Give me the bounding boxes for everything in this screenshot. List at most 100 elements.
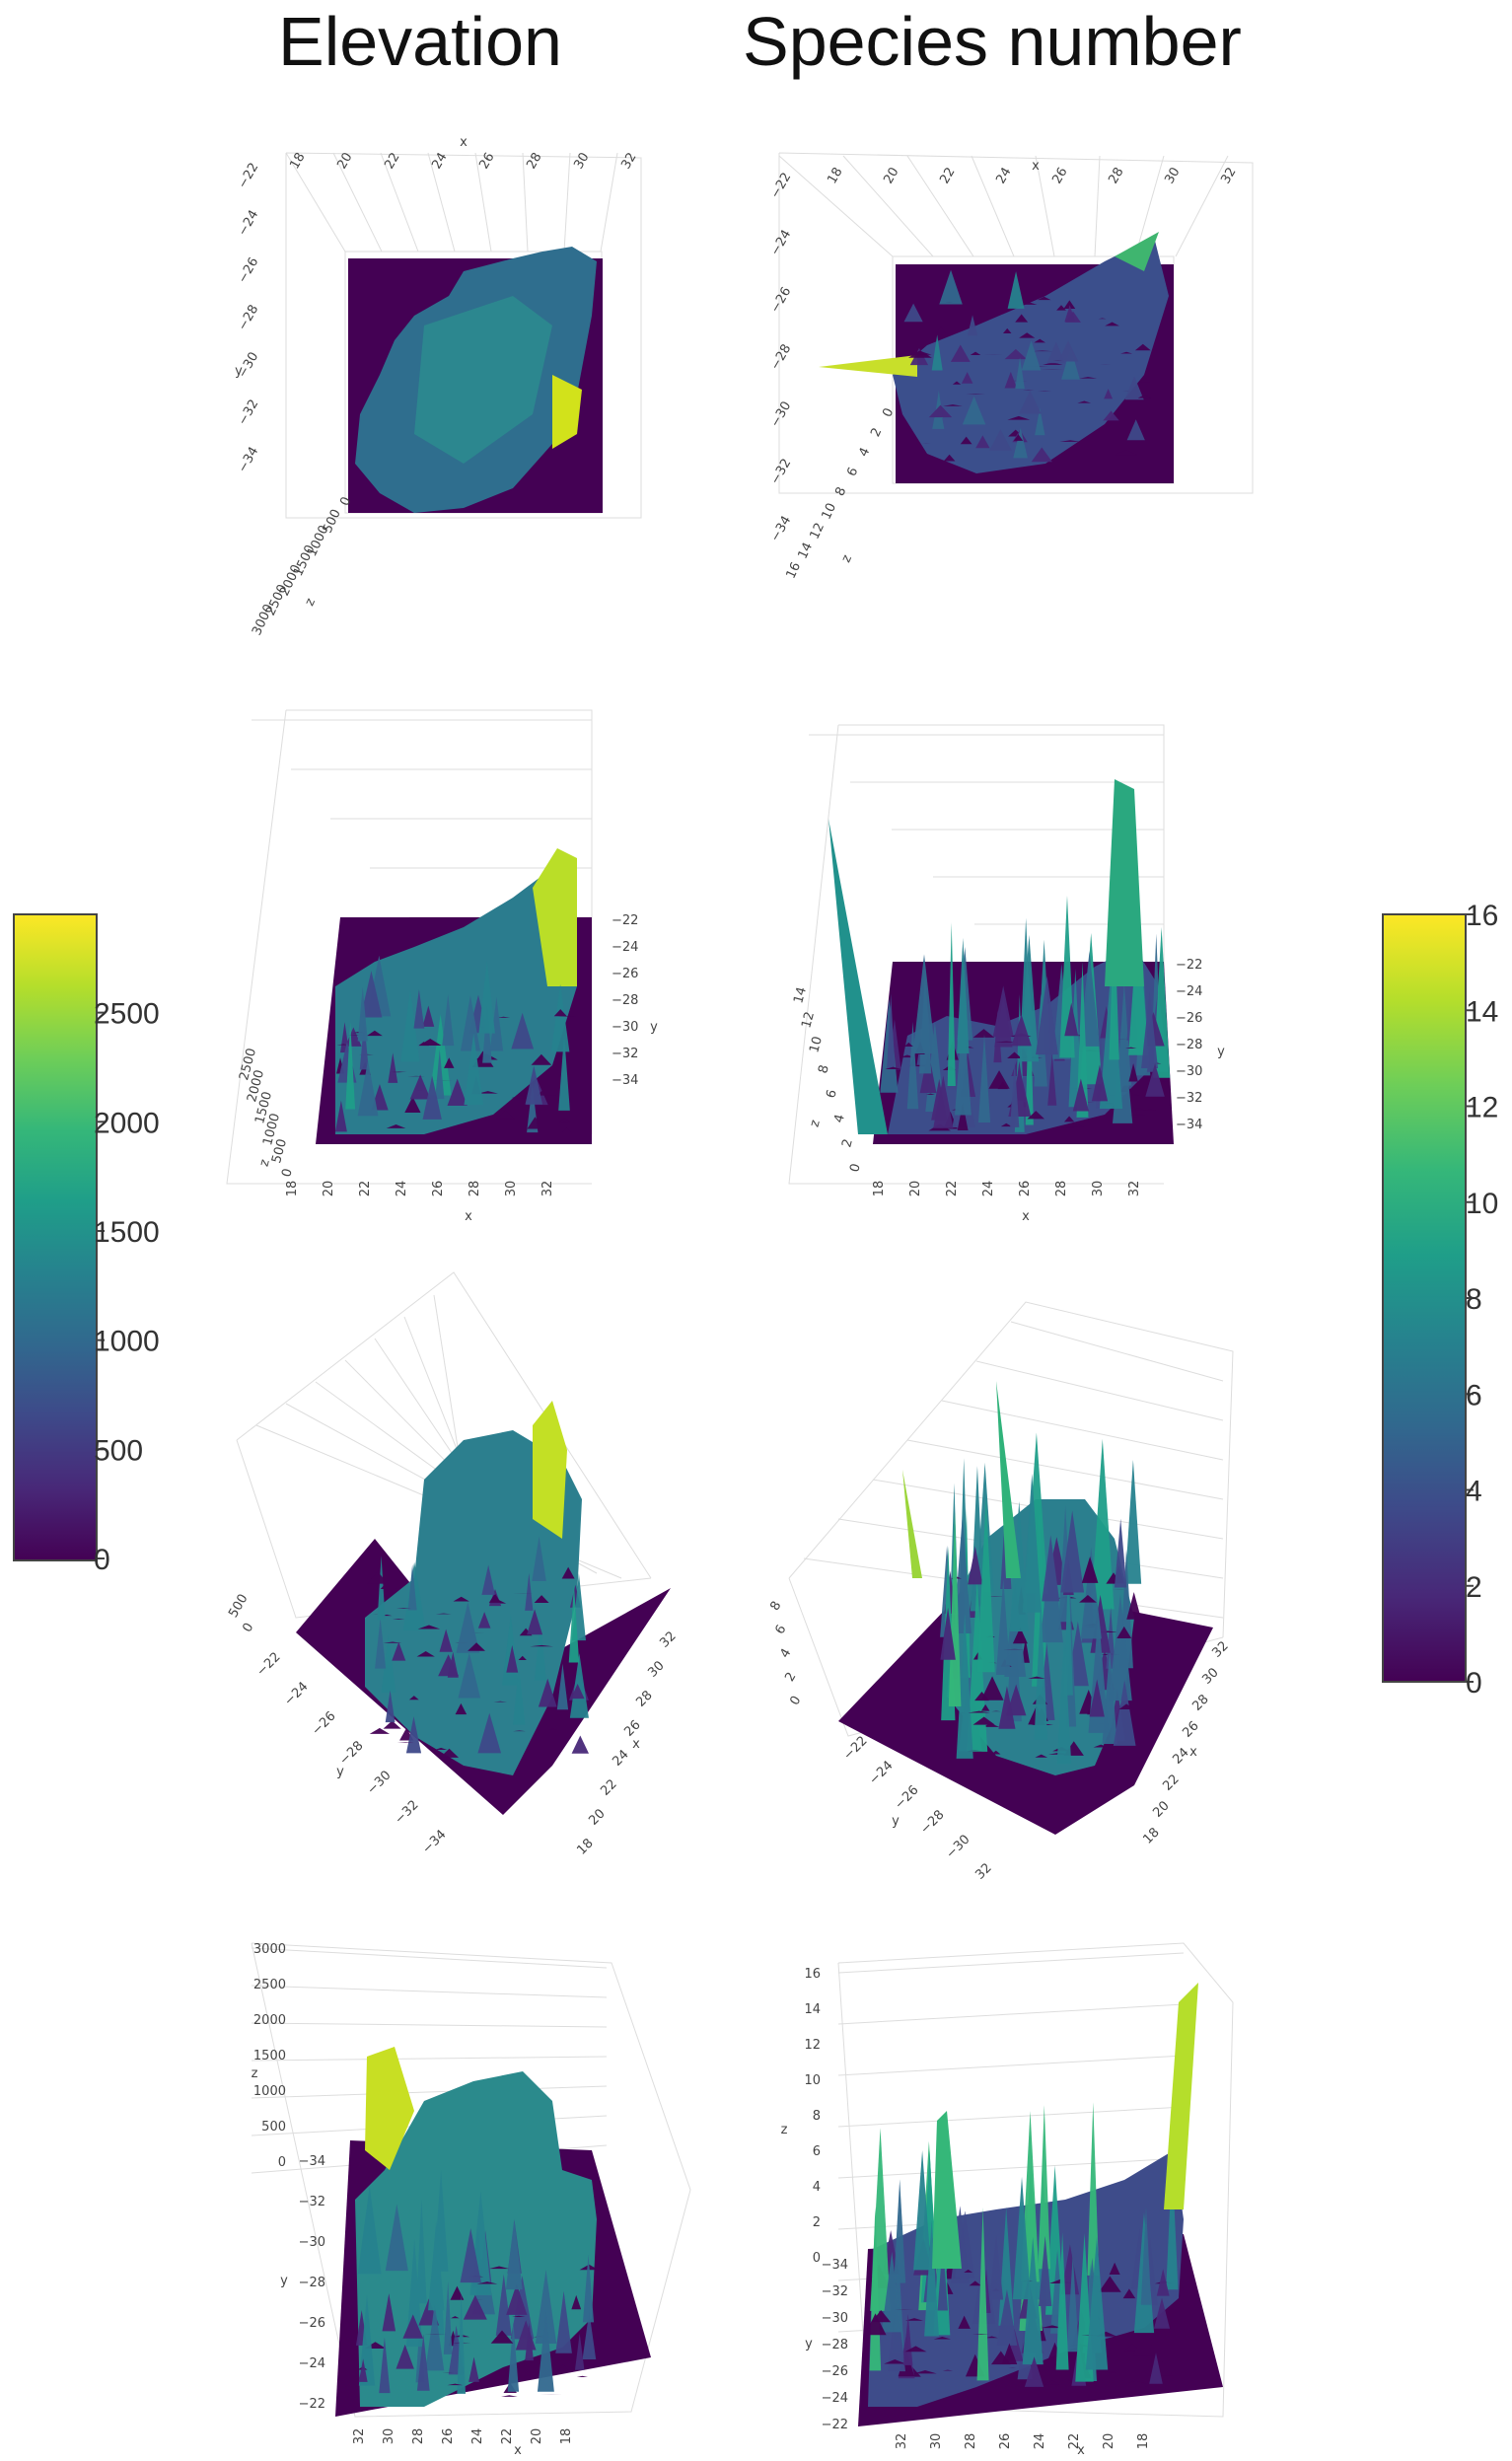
surface-spike: [1141, 991, 1159, 1068]
surface-spike: [1149, 2352, 1163, 2384]
y-tick-label: −28: [299, 2276, 325, 2290]
surface-spike: [442, 993, 455, 1047]
species-spike: [1164, 1983, 1198, 2209]
surface-spike: [958, 2315, 971, 2329]
surface-spike: [568, 1585, 580, 1663]
surface-spike: [1011, 1014, 1032, 1047]
surface-spike: [561, 1566, 575, 1579]
surface-spike: [1013, 434, 1024, 441]
surface-spike: [1077, 400, 1092, 403]
surface-spike: [521, 2357, 533, 2364]
surface-spike: [1056, 305, 1066, 311]
surface-spike: [535, 2270, 557, 2344]
elevation-peak: [533, 1401, 567, 1539]
x-tick-label: 24: [1033, 2433, 1047, 2450]
species-spike: [1115, 232, 1159, 271]
surface-spike: [1041, 2325, 1064, 2329]
surface-spike: [369, 1727, 391, 1734]
z-tick-label: 4: [777, 1646, 794, 1661]
x-tick-label: 30: [929, 2433, 944, 2450]
x-tick-label: 22: [358, 1181, 373, 1197]
y-tick-label: −30: [768, 399, 795, 430]
surface-spike: [495, 2274, 512, 2336]
z-tick-label: 2: [813, 2215, 821, 2230]
surface-spike: [1108, 2371, 1117, 2373]
surface-spike: [493, 2378, 507, 2383]
surface-spike: [1007, 1051, 1022, 1058]
grid-line: [1035, 155, 1055, 257]
z-tick-label: 8: [832, 485, 849, 499]
surface-spike: [1124, 1459, 1142, 1584]
x-tick-label: 30: [571, 150, 592, 172]
surface-spike: [972, 1716, 995, 1725]
surface-spike: [500, 2395, 518, 2397]
grid-line: [251, 2085, 608, 2099]
surface-spike: [435, 1613, 452, 1615]
z-tick-label: 0: [847, 1162, 864, 1174]
x-tick-label: 20: [881, 165, 901, 186]
surface-spike: [558, 1035, 570, 1111]
surface-spike: [976, 1497, 995, 1673]
surface-spike: [903, 1042, 913, 1047]
y-tick-label: −26: [299, 2316, 325, 2331]
x-tick-label: 18: [574, 1836, 596, 1857]
z-tick-label: 14: [791, 985, 810, 1005]
surface-spike: [931, 334, 943, 371]
x-tick-label: 32: [618, 150, 639, 172]
surface-spike: [518, 1655, 527, 1660]
surface-spike: [904, 2318, 924, 2321]
x-tick-label: 28: [468, 1181, 482, 1197]
z-tick-label: 8: [813, 2109, 821, 2124]
surface-spike: [1105, 322, 1119, 326]
x-tick-label: 22: [598, 1776, 619, 1798]
x-tick-label: 22: [937, 165, 958, 186]
x-tick-label: 32: [352, 2428, 367, 2445]
x-tick-label: 26: [441, 2428, 456, 2445]
y-tick-label: −24: [822, 2391, 848, 2406]
surface-spike: [576, 2375, 588, 2378]
grid-line: [837, 2157, 1185, 2179]
surface-spike: [1042, 1535, 1060, 1602]
grid-line: [941, 1400, 1224, 1461]
surface-spike: [975, 435, 990, 449]
surface-spike: [968, 1546, 983, 1585]
x-axis-letter: x: [632, 1737, 640, 1752]
surface-spike: [1028, 1676, 1045, 1679]
surface-spike: [1024, 2356, 1044, 2387]
species-view-top: 18 20 22 24 26 28 30 32−22−24−26−28−30−32−34161…: [768, 152, 1254, 581]
surface-spike: [1007, 271, 1025, 309]
x-tick-label: 26: [431, 1181, 446, 1197]
y-tick-label: −32: [612, 1047, 638, 1061]
surface-spike: [1064, 1002, 1079, 1037]
surface-spike: [903, 303, 923, 323]
z-tick-label: 500: [269, 1137, 290, 1165]
x-tick-label: 32: [540, 1181, 555, 1197]
surface-spike: [538, 1678, 557, 1707]
surface-spike: [1060, 2244, 1080, 2295]
surface-spike: [490, 2330, 514, 2344]
surface-spike: [1038, 2105, 1051, 2270]
grid-line: [332, 152, 383, 253]
surface-spike: [950, 344, 971, 362]
y-tick-label: −30: [299, 2235, 325, 2250]
surface-spike: [1166, 2158, 1179, 2290]
surface-spike: [402, 2314, 424, 2339]
surface-spike: [557, 1016, 577, 1017]
surface-spike: [405, 2238, 423, 2348]
surface-spike: [435, 1050, 445, 1100]
surface-spike: [477, 1091, 498, 1094]
grid-line: [837, 2106, 1185, 2128]
y-tick-label: −24: [236, 208, 262, 239]
y-tick-label: −30: [612, 1020, 638, 1035]
y-tick-label: −32: [393, 1798, 422, 1828]
surface-spike: [1098, 318, 1107, 320]
y-tick-label: −26: [612, 967, 638, 981]
x-tick-label: 20: [586, 1806, 608, 1828]
surface-spike: [396, 2344, 414, 2369]
surface-spike: [385, 2204, 408, 2272]
surface-spike: [380, 1579, 396, 1590]
z-axis-letter: z: [781, 2123, 788, 2137]
surface-spike: [904, 2346, 927, 2352]
y-tick-label: −22: [612, 913, 638, 928]
grid-line: [251, 1985, 608, 1998]
